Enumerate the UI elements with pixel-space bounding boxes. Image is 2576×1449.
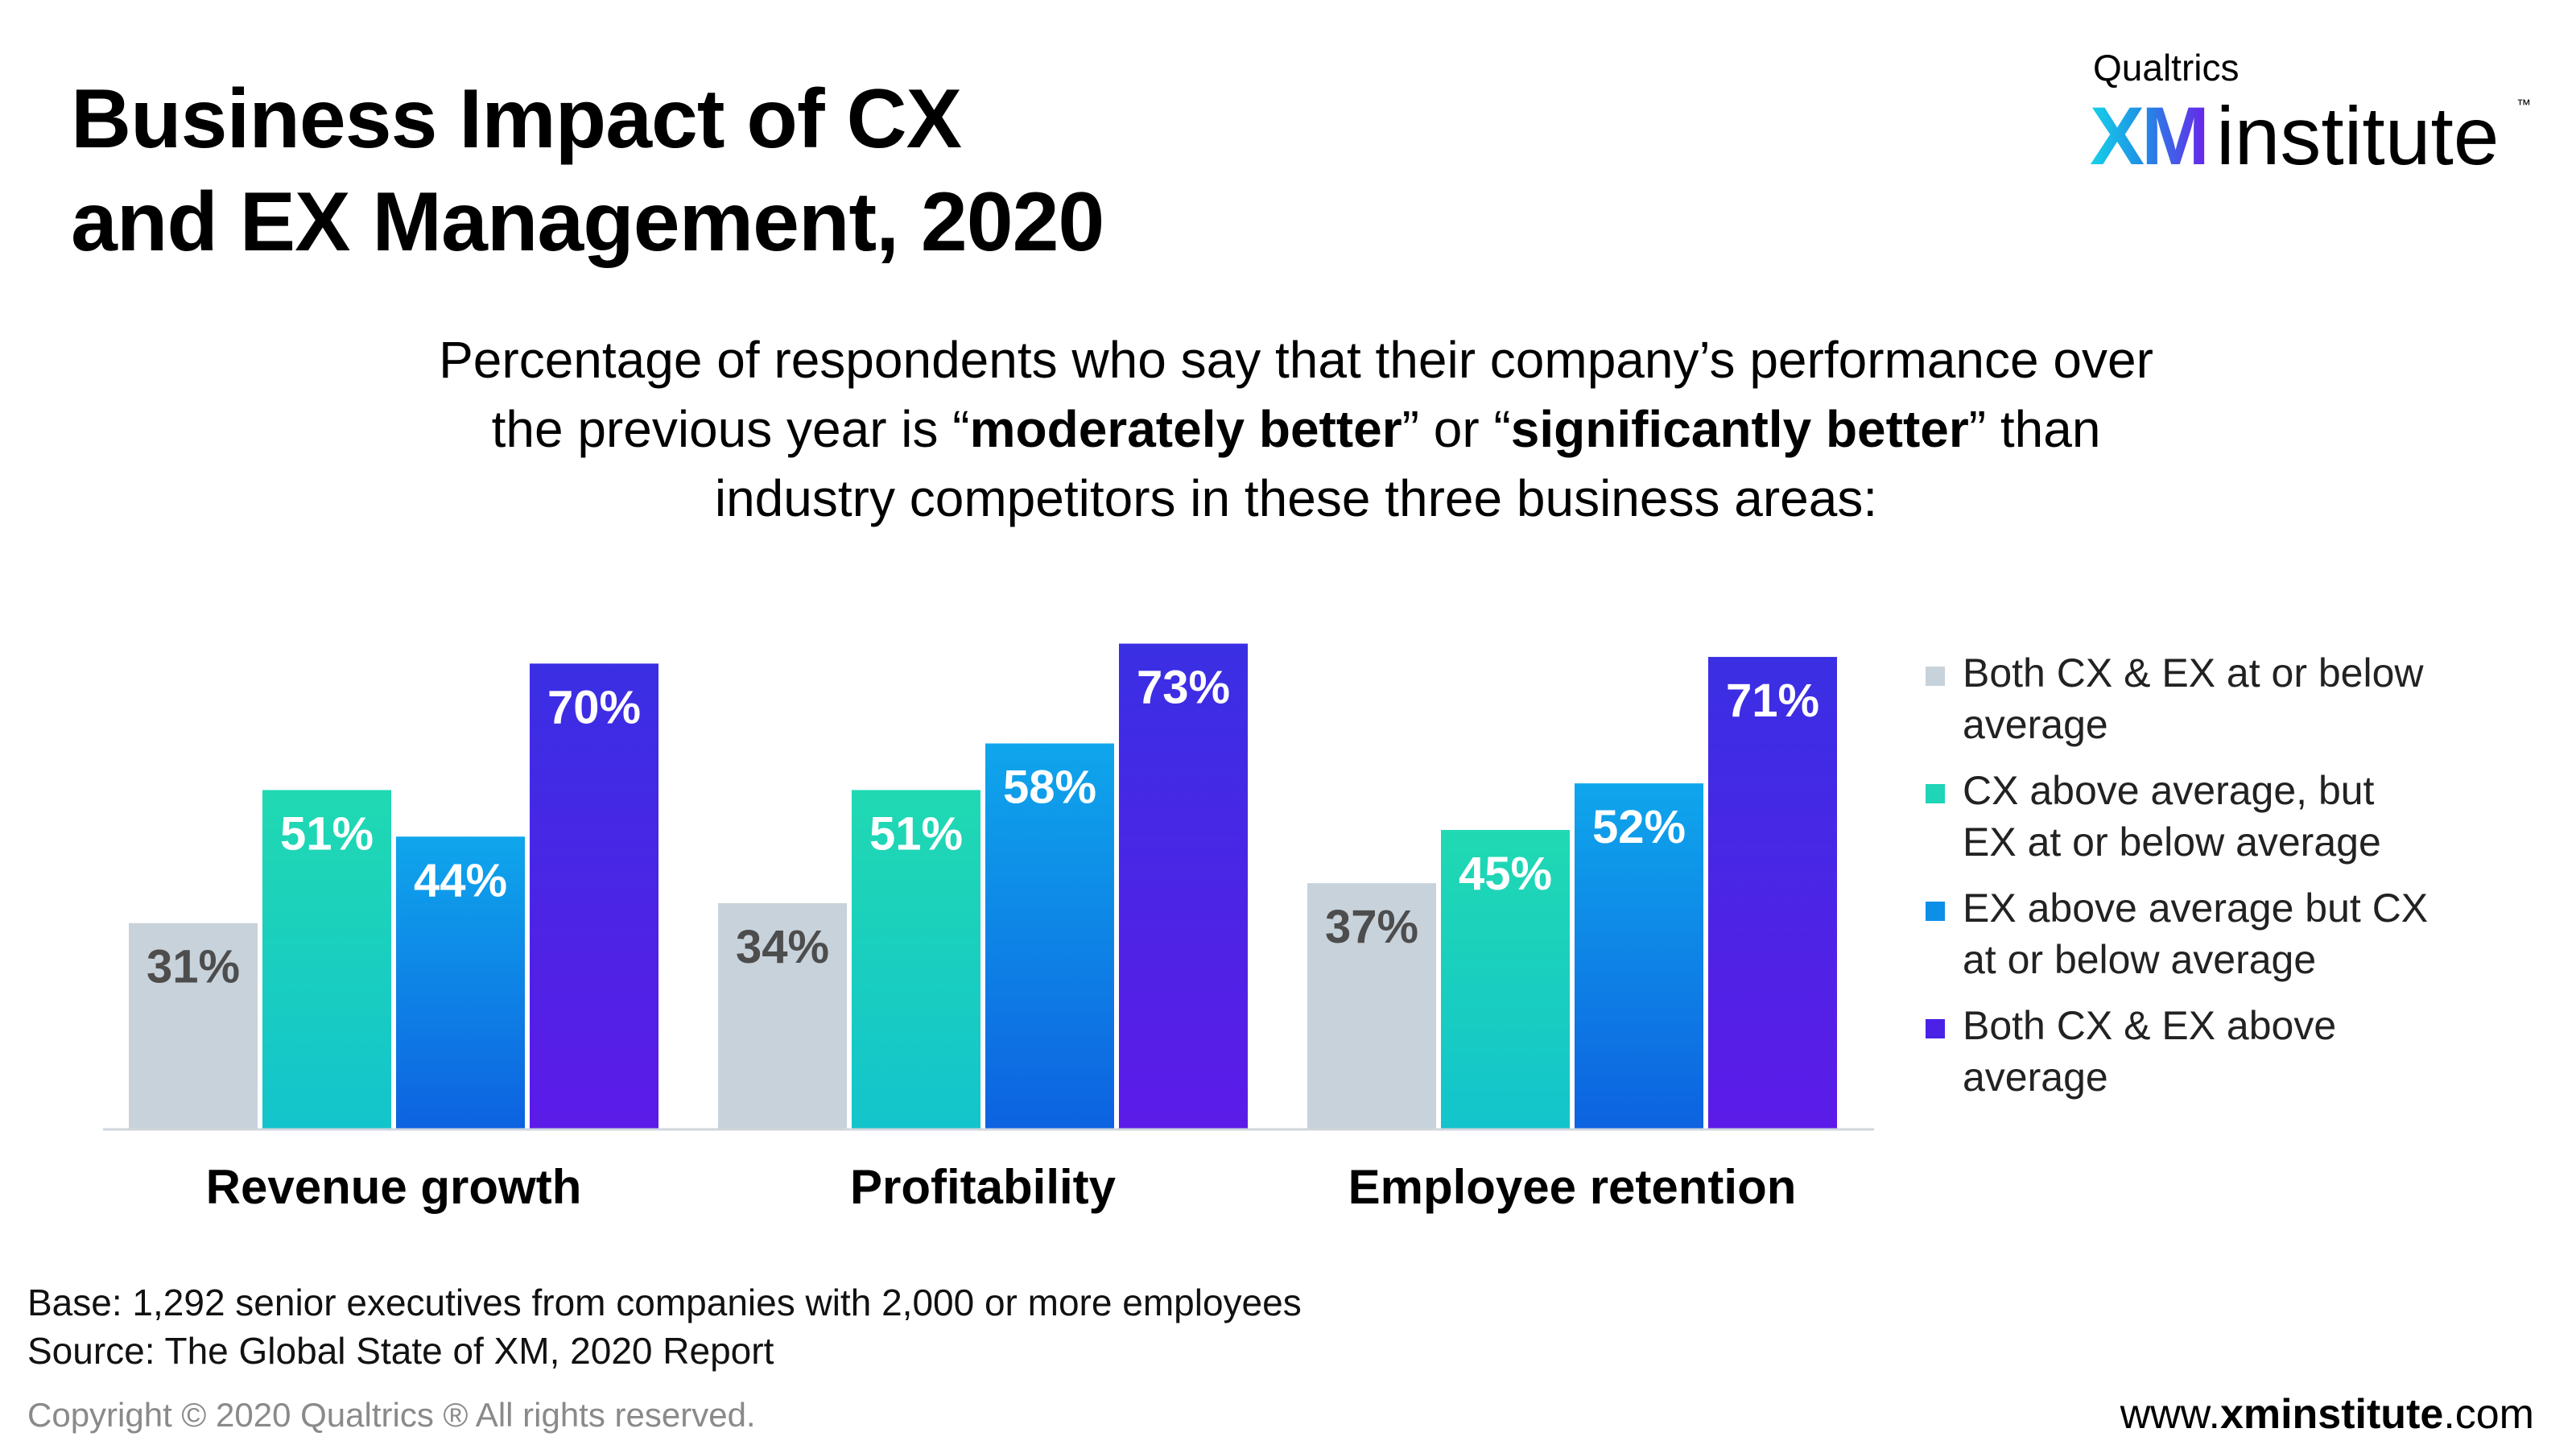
data-label-employee-retention-series-1: 37% xyxy=(1325,901,1418,953)
legend-label-line: average xyxy=(1963,1055,2108,1100)
legend-label-line: CX above average, but xyxy=(1963,768,2375,813)
subtitle-line-2-part-e: ” than xyxy=(1968,400,2101,458)
copyright-notice: Copyright © 2020 Qualtrics ® All rights … xyxy=(27,1396,756,1434)
logo-xm-text: XM xyxy=(2090,90,2210,182)
legend-label-both-above: Both CX & EX above average xyxy=(1963,1000,2562,1103)
footnote-source: Source: The Global State of XM, 2020 Rep… xyxy=(27,1330,774,1372)
bar-employee-retention-series-4 xyxy=(1708,657,1837,1129)
legend-label-line: average xyxy=(1963,702,2108,747)
data-label-profitability-series-3: 58% xyxy=(1003,762,1096,814)
subtitle-emphasis-significantly: significantly better xyxy=(1510,400,1969,458)
xm-institute-logo: Qualtrics XM institute ™ xyxy=(2077,45,2531,182)
data-label-revenue-growth-series-2: 51% xyxy=(280,807,374,860)
subtitle-line-2-part-a: the previous year is “ xyxy=(491,400,970,458)
legend-swatch-ex-above xyxy=(1926,902,1945,921)
website-link[interactable]: www.xminstitute.com xyxy=(2120,1389,2534,1439)
legend-label-ex-above: EX above average but CX at or below aver… xyxy=(1963,882,2562,985)
legend-item-both-below: Both CX & EX at or below average xyxy=(1926,647,2562,750)
bar-profitability-series-3 xyxy=(985,743,1114,1129)
subtitle-line-3: industry competitors in these three busi… xyxy=(714,469,1878,527)
website-domain: xminstitute xyxy=(2219,1391,2444,1438)
category-label-profitability: Profitability xyxy=(850,1160,1117,1214)
logo-wordmark: XM institute xyxy=(2090,92,2500,205)
bar-group: 31% 51% 44% 70% 34% 51% 58% 73% 37% 45% 52% 71% xyxy=(129,643,1837,1129)
legend-swatch-cx-above xyxy=(1926,784,1945,803)
chart-title-line-2: and EX Management, 2020 xyxy=(71,175,1104,269)
legend-label-line: Both CX & EX at or below xyxy=(1963,650,2424,696)
bar-chart: 31% 51% 44% 70% 34% 51% 58% 73% 37% 45% 52% 71% Rev… xyxy=(103,643,1874,1214)
bar-employee-retention-series-1 xyxy=(1307,883,1436,1129)
bar-profitability-series-2 xyxy=(852,790,980,1129)
data-label-profitability-series-2: 51% xyxy=(869,807,963,860)
logo-qualtrics-text: Qualtrics xyxy=(2093,47,2240,89)
category-label-revenue-growth: Revenue growth xyxy=(206,1160,582,1214)
data-label-revenue-growth-series-3: 44% xyxy=(414,854,507,906)
legend-label-line: at or below average xyxy=(1963,937,2317,982)
bar-employee-retention-series-2 xyxy=(1441,830,1570,1129)
subtitle-line-1: Percentage of respondents who say that t… xyxy=(439,331,2153,389)
subtitle-emphasis-moderately: moderately better xyxy=(969,400,1402,458)
bar-profitability-series-1 xyxy=(718,902,847,1129)
bar-revenue-growth-series-2 xyxy=(262,790,391,1129)
legend-item-cx-above: CX above average, but EX at or below ave… xyxy=(1926,765,2562,868)
data-label-revenue-growth-series-4: 70% xyxy=(547,681,641,733)
footnote-base: Base: 1,292 senior executives from compa… xyxy=(27,1282,1302,1323)
legend-item-ex-above: EX above average but CX at or below aver… xyxy=(1926,882,2562,985)
chart-legend: Both CX & EX at or below average CX abov… xyxy=(1926,647,2562,1117)
data-label-profitability-series-4: 73% xyxy=(1137,662,1230,714)
bar-revenue-growth-series-3 xyxy=(396,836,525,1129)
legend-swatch-both-above xyxy=(1926,1019,1945,1038)
logo-trademark: ™ xyxy=(2516,97,2531,113)
bar-profitability-series-4 xyxy=(1119,643,1248,1129)
chart-subtitle: Percentage of respondents who say that t… xyxy=(242,325,2351,533)
legend-label-cx-above: CX above average, but EX at or below ave… xyxy=(1963,765,2562,868)
logo-institute-text: institute xyxy=(2216,90,2500,182)
category-labels: Revenue growth Profitability Employee rete… xyxy=(206,1160,1797,1214)
bar-employee-retention-series-3 xyxy=(1575,783,1703,1129)
legend-label-line: EX above average but CX xyxy=(1963,886,2429,931)
legend-label-line: Both CX & EX above xyxy=(1963,1003,2337,1048)
subtitle-line-2: the previous year is “moderately better”… xyxy=(242,394,2351,464)
data-label-profitability-series-1: 34% xyxy=(736,921,829,973)
data-label-employee-retention-series-2: 45% xyxy=(1459,848,1552,900)
website-prefix: www. xyxy=(2120,1391,2220,1438)
bar-revenue-growth-series-1 xyxy=(129,923,258,1129)
chart-title: Business Impact of CX and EX Management,… xyxy=(71,68,1104,274)
data-label-employee-retention-series-3: 52% xyxy=(1592,801,1686,853)
legend-label-line: EX at or below average xyxy=(1963,819,2381,865)
data-label-revenue-growth-series-1: 31% xyxy=(147,941,240,993)
legend-swatch-both-below xyxy=(1926,667,1945,686)
website-suffix: .com xyxy=(2443,1391,2534,1438)
bar-revenue-growth-series-4 xyxy=(530,663,658,1129)
legend-label-both-below: Both CX & EX at or below average xyxy=(1963,647,2562,750)
data-label-employee-retention-series-4: 71% xyxy=(1726,675,1819,727)
subtitle-line-2-part-c: ” or “ xyxy=(1402,400,1511,458)
legend-item-both-above: Both CX & EX above average xyxy=(1926,1000,2562,1103)
category-label-employee-retention: Employee retention xyxy=(1348,1160,1797,1214)
chart-title-line-1: Business Impact of CX xyxy=(71,72,962,166)
